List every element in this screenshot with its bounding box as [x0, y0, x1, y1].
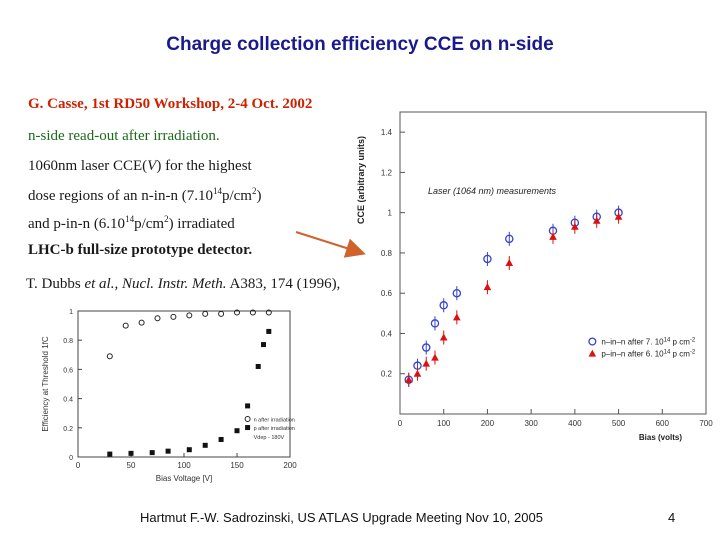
y-tick-label: 0.8 [63, 338, 73, 345]
chart-annotation: Laser (1064 nm) measurements [428, 186, 557, 196]
n-data-point [202, 310, 209, 317]
n-data-point [186, 312, 193, 319]
n-data-point [122, 322, 129, 329]
nin-data-point [452, 288, 462, 298]
x-tick-label: 0 [76, 461, 81, 470]
y-tick-label: 0.6 [63, 367, 73, 374]
x-tick-label: 200 [481, 419, 495, 428]
y-tick-label: 0.8 [381, 249, 393, 258]
pin-data-point [483, 283, 492, 291]
n-data-point [265, 309, 272, 316]
legend-n-label: n after irradiation [254, 418, 295, 424]
n-data-point [170, 313, 177, 320]
legend-note: Vdep - 180V [254, 435, 285, 441]
p-data-point [245, 403, 251, 409]
legend-nin-marker [588, 337, 597, 346]
x-tick-label: 150 [230, 461, 244, 470]
nin-data-point [505, 234, 514, 244]
x-tick-label: 100 [177, 461, 191, 470]
y-tick-label: 1 [388, 209, 393, 218]
y-tick-label: 1.4 [381, 128, 393, 137]
n-data-point [154, 315, 161, 322]
x-tick-label: 700 [699, 419, 713, 428]
description-line-4: LHC-b full-size prototype detector. [28, 242, 253, 258]
description-line-1: 1060nm laser CCE(V) for the highest [28, 158, 252, 174]
nin-data-point [421, 343, 431, 352]
y-tick-label: 1.2 [381, 168, 393, 177]
y-tick-label: 0.4 [381, 329, 393, 338]
n-data-point [106, 353, 113, 360]
pin-data-point [614, 212, 623, 220]
p-data-point [107, 451, 113, 457]
p-data-point [261, 342, 266, 348]
pin-data-point [571, 222, 579, 230]
y-tick-label: 1 [69, 309, 73, 316]
legend-p-label: p after irradiation [254, 426, 295, 432]
y-tick-label: 0.4 [63, 397, 73, 404]
efficiency-chart: 0 50 100 150 200 0 0.2 0.4 0.6 0.8 1 Bias Voltage [… [41, 309, 297, 483]
pin-data-point [453, 313, 461, 321]
p-data-point [186, 447, 192, 453]
page-number: 4 [668, 510, 676, 525]
laser-cce-chart: 0 100 200 300 400 500 600 700 0.2 0.4 0.6 0.8 1 1.2 1.… [356, 111, 713, 442]
n-data-point [249, 309, 256, 316]
x-tick-label: 400 [568, 419, 582, 428]
x-axis-label: Bias (volts) [639, 433, 682, 442]
p-data-point [202, 442, 208, 448]
slide-title: Charge collection efficiency CCE on n-si… [166, 34, 554, 55]
x-tick-label: 100 [437, 419, 451, 428]
footer-text: Hartmut F.-W. Sadrozinski, US ATLAS Upgr… [140, 510, 543, 525]
x-tick-label: 200 [283, 461, 297, 470]
pin-data-point [592, 216, 601, 224]
p-data-point [165, 448, 171, 454]
nin-data-point [430, 319, 440, 328]
y-tick-label: 0 [69, 455, 73, 462]
y-tick-label: 0.2 [381, 370, 393, 379]
description-line-2: dose regions of an n-in-n (7.1014p/cm2) [28, 186, 262, 204]
p-data-point [266, 328, 272, 334]
pin-data-point [431, 353, 439, 361]
pin-data-point [505, 259, 514, 266]
pin-data-point [439, 333, 448, 341]
x-tick-label: 500 [612, 419, 626, 428]
y-tick-label: 0.2 [63, 426, 73, 433]
reference-line: T. Dubbs et al., Nucl. Instr. Meth. A383… [26, 276, 341, 292]
y-axis-label: Efficiency at Threshold 1fC [41, 336, 50, 432]
n-data-point [234, 309, 240, 316]
pin-data-point [404, 375, 413, 383]
x-tick-label: 300 [524, 419, 538, 428]
p-data-point [234, 428, 240, 434]
x-tick-label: 0 [398, 419, 403, 428]
nin-data-point [439, 301, 448, 310]
n-data-point [138, 319, 145, 326]
x-tick-label: 600 [656, 419, 670, 428]
y-tick-label: 0.6 [381, 289, 393, 298]
p-data-point [255, 363, 261, 369]
legend-nin-label: n–in–n after 7. 1014 p cm-2 [601, 338, 696, 347]
x-tick-label: 50 [127, 461, 136, 470]
n-data-point [218, 310, 225, 317]
p-data-point [149, 450, 155, 456]
p-data-point [128, 450, 134, 456]
pin-data-point [549, 232, 557, 240]
y-axis-label: CCE (arbitrary units) [356, 136, 366, 224]
readout-line: n-side read-out after irradiation. [28, 128, 220, 144]
pin-data-point [422, 359, 431, 367]
x-axis-label: Bias Voltage [V] [156, 474, 212, 483]
citation-line: G. Casse, 1st RD50 Workshop, 2-4 Oct. 20… [28, 96, 313, 112]
legend-pin-label: p–in–n after 6. 1014 p cm-2 [601, 350, 696, 359]
plot-frame [399, 111, 707, 415]
nin-data-point [483, 254, 492, 264]
pin-data-point [413, 369, 422, 377]
legend-p-marker [245, 425, 251, 431]
legend-pin-marker [588, 349, 597, 357]
p-data-point [218, 436, 224, 442]
legend-n-marker [244, 416, 251, 423]
description-line-3: and p-in-n (6.1014p/cm2) irradiated [28, 214, 235, 232]
